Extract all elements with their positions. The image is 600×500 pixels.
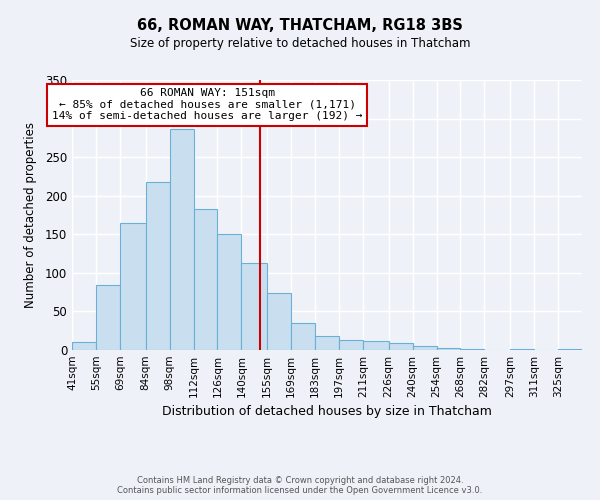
- Bar: [267, 293, 291, 350]
- Bar: [217, 234, 241, 350]
- Bar: [120, 222, 146, 350]
- Bar: [437, 348, 460, 350]
- Text: Contains HM Land Registry data © Crown copyright and database right 2024.
Contai: Contains HM Land Registry data © Crown c…: [118, 476, 482, 495]
- Bar: [96, 285, 120, 350]
- Bar: [146, 182, 170, 350]
- Bar: [389, 343, 413, 350]
- Bar: [339, 340, 363, 350]
- Bar: [72, 342, 96, 350]
- Bar: [413, 346, 437, 350]
- Y-axis label: Number of detached properties: Number of detached properties: [23, 122, 37, 308]
- X-axis label: Distribution of detached houses by size in Thatcham: Distribution of detached houses by size …: [162, 406, 492, 418]
- Bar: [241, 263, 267, 350]
- Bar: [170, 128, 194, 350]
- Bar: [194, 209, 217, 350]
- Text: Size of property relative to detached houses in Thatcham: Size of property relative to detached ho…: [130, 38, 470, 51]
- Bar: [510, 349, 534, 350]
- Text: 66, ROMAN WAY, THATCHAM, RG18 3BS: 66, ROMAN WAY, THATCHAM, RG18 3BS: [137, 18, 463, 32]
- Bar: [460, 349, 484, 350]
- Bar: [558, 349, 582, 350]
- Text: 66 ROMAN WAY: 151sqm
← 85% of detached houses are smaller (1,171)
14% of semi-de: 66 ROMAN WAY: 151sqm ← 85% of detached h…: [52, 88, 362, 122]
- Bar: [291, 323, 315, 350]
- Bar: [315, 336, 339, 350]
- Bar: [363, 340, 389, 350]
